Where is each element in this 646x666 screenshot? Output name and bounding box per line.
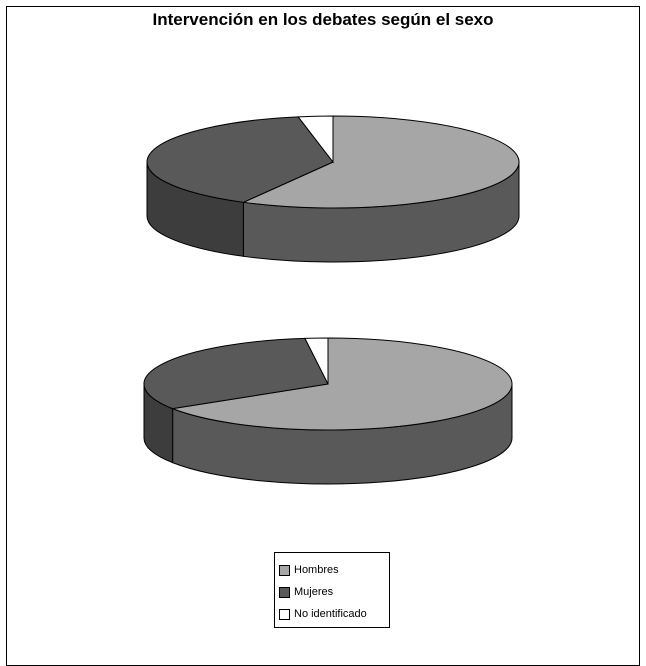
legend-swatch-no-identificado	[279, 608, 290, 620]
legend-label-hombres: Hombres	[294, 564, 339, 576]
legend-item-mujeres: Mujeres	[279, 581, 389, 603]
legend-label-mujeres: Mujeres	[294, 586, 334, 598]
pie-1-slice-mujeres	[146, 116, 334, 203]
chart-title: Intervención en los debates según el sex…	[152, 10, 494, 29]
pie-2-slice-hombres	[170, 337, 513, 431]
legend-label-no-identificado: No identificado	[294, 608, 367, 620]
legend-item-no-identificado: No identificado	[279, 603, 389, 625]
chart-legend: Hombres Mujeres No identificado	[274, 552, 390, 628]
pie-2-slice-no-identificado	[304, 337, 329, 385]
pie-2-slice-mujeres	[143, 337, 329, 410]
pie-1-slice-no-identificado	[297, 115, 334, 164]
legend-swatch-mujeres	[279, 586, 290, 598]
pie-1-slice-hombres	[241, 115, 520, 209]
legend-item-hombres: Hombres	[279, 559, 389, 581]
legend-swatch-hombres	[279, 564, 290, 576]
